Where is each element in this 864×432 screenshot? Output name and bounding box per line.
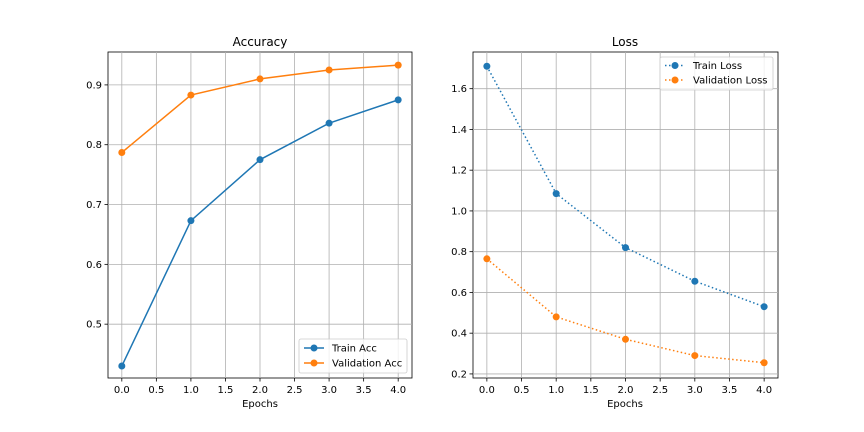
validation-acc-point	[118, 148, 126, 156]
train-loss-point	[552, 190, 560, 198]
loss-chart-title: Loss	[612, 35, 638, 49]
loss-y-tick-label: 1.0	[451, 206, 467, 217]
loss-series	[483, 62, 768, 367]
loss-legend-validation-marker	[671, 76, 679, 84]
accuracy-x-tick-label: 0.5	[148, 385, 164, 396]
validation-loss-point	[760, 359, 768, 367]
loss-legend-train-label: Train Loss	[692, 61, 742, 72]
loss-y-tick-label: 1.2	[451, 166, 467, 177]
accuracy-y-tick-label: 0.8	[86, 140, 102, 151]
loss-x-tick-label: 0.0	[479, 385, 495, 396]
validation-acc-point	[394, 61, 402, 69]
accuracy-chart-title: Accuracy	[233, 35, 288, 49]
train-acc-point	[394, 96, 402, 104]
accuracy-x-tick-label: 3.0	[321, 385, 337, 396]
loss-x-tick-label: 2.0	[618, 385, 634, 396]
accuracy-y-tick-label: 0.6	[86, 260, 102, 271]
train-loss-point	[622, 244, 629, 252]
accuracy-legend-validation-marker	[310, 359, 318, 367]
accuracy-x-axis-label: Epochs	[242, 399, 278, 410]
loss-y-tick-label: 1.4	[451, 125, 467, 136]
accuracy-x-tick-label: 1.0	[183, 385, 199, 396]
loss-y-tick-label: 0.4	[451, 329, 467, 340]
train-acc-point	[256, 156, 264, 164]
validation-loss-point	[483, 255, 491, 263]
validation-acc-point	[256, 75, 264, 83]
accuracy-x-tick-label: 4.0	[390, 385, 406, 396]
accuracy-y-tick-label: 0.5	[86, 320, 102, 331]
loss-x-tick-label: 1.5	[583, 385, 599, 396]
loss-x-tick-label: 4.0	[756, 385, 772, 396]
loss-y-tick-label: 1.6	[451, 84, 467, 95]
accuracy-x-tick-label: 1.5	[218, 385, 234, 396]
loss-legend: Train Loss Validation Loss	[659, 56, 774, 91]
accuracy-legend-validation-label: Validation Acc	[332, 359, 402, 370]
validation-acc-point	[187, 91, 195, 99]
train-acc-point	[118, 362, 126, 370]
loss-x-tick-label: 1.0	[548, 385, 564, 396]
loss-y-tick-label: 0.2	[451, 369, 467, 380]
loss-ticks: 0.0 0.5 1.0 1.5 2.0 2.5 3.0 3.5 4.0 0.2 0.4 0.6 0.8 1…	[451, 84, 772, 396]
accuracy-x-tick-label: 0.0	[114, 385, 130, 396]
loss-legend-box	[659, 56, 774, 91]
accuracy-legend: Train Acc Validation Acc	[298, 338, 408, 374]
accuracy-x-tick-label: 2.0	[252, 385, 268, 396]
accuracy-ticks: 0.0 0.5 1.0 1.5 2.0 2.5 3.0 3.5 4.0 0.5 0.6 0.7 0.8 0…	[86, 80, 406, 396]
loss-grid	[473, 52, 778, 378]
accuracy-y-tick-label: 0.9	[86, 80, 102, 91]
validation-loss-point	[622, 335, 629, 343]
accuracy-legend-box	[298, 338, 408, 374]
loss-y-tick-label: 0.6	[451, 288, 467, 299]
train-loss-point	[760, 303, 768, 311]
accuracy-chart: 0.0 0.5 1.0 1.5 2.0 2.5 3.0 3.5 4.0 0.5 0.6 0.7 0.8 0…	[86, 35, 413, 410]
train-acc-point	[187, 217, 195, 225]
loss-legend-validation-label: Validation Loss	[693, 76, 768, 87]
train-acc-point	[325, 119, 333, 127]
accuracy-series	[118, 61, 402, 370]
loss-legend-train-marker	[671, 62, 679, 69]
loss-x-tick-label: 3.0	[687, 385, 703, 396]
accuracy-grid	[108, 52, 412, 378]
accuracy-x-tick-label: 2.5	[287, 385, 303, 396]
loss-x-tick-label: 3.5	[722, 385, 738, 396]
loss-y-tick-label: 0.8	[451, 247, 467, 258]
loss-x-tick-label: 2.5	[652, 385, 668, 396]
accuracy-legend-train-marker	[310, 344, 318, 352]
loss-x-axis-label: Epochs	[607, 399, 643, 410]
validation-acc-point	[325, 66, 333, 74]
validation-loss-point	[552, 313, 560, 321]
validation-loss-point	[691, 352, 699, 360]
train-loss-point	[483, 62, 491, 70]
loss-x-tick-label: 0.5	[514, 385, 530, 396]
accuracy-y-tick-label: 0.7	[86, 200, 102, 211]
accuracy-x-tick-label: 3.5	[356, 385, 372, 396]
validation-loss-line	[486, 258, 765, 364]
train-loss-point	[691, 277, 699, 285]
loss-chart: 0.0 0.5 1.0 1.5 2.0 2.5 3.0 3.5 4.0 0.2 0.4 0.6 0.8 1…	[451, 35, 779, 410]
accuracy-legend-train-label: Train Acc	[331, 344, 377, 355]
